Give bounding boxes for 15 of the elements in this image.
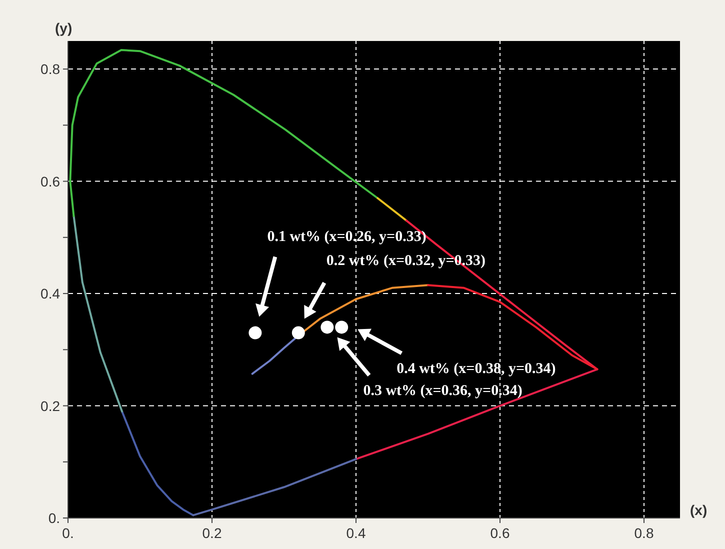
y-tick-label: 0.2 (40, 398, 60, 414)
x-tick-label: 0.4 (346, 525, 366, 541)
annotation: 0.1 wt% (x=0.26, y=0.33) (267, 228, 426, 245)
annotation: 0.4 wt% (x=0.38, y=0.34) (396, 361, 556, 378)
x-axis-title: (x) (690, 502, 708, 518)
annotation: 0.3 wt% (x=0.36, y=0.34) (363, 383, 522, 400)
x-tick-label: 0. (62, 525, 74, 541)
y-tick-label: 0.4 (40, 286, 60, 302)
y-tick-label: 0.6 (40, 173, 60, 190)
x-tick-label: 0.6 (490, 525, 510, 541)
x-tick-label: 0.2 (202, 525, 222, 541)
y-axis-title: (y) (55, 20, 72, 36)
y-tick-label: 0.8 (40, 61, 60, 78)
x-tick-label: 0.8 (634, 525, 654, 541)
y-tick-label: 0. (48, 510, 60, 526)
